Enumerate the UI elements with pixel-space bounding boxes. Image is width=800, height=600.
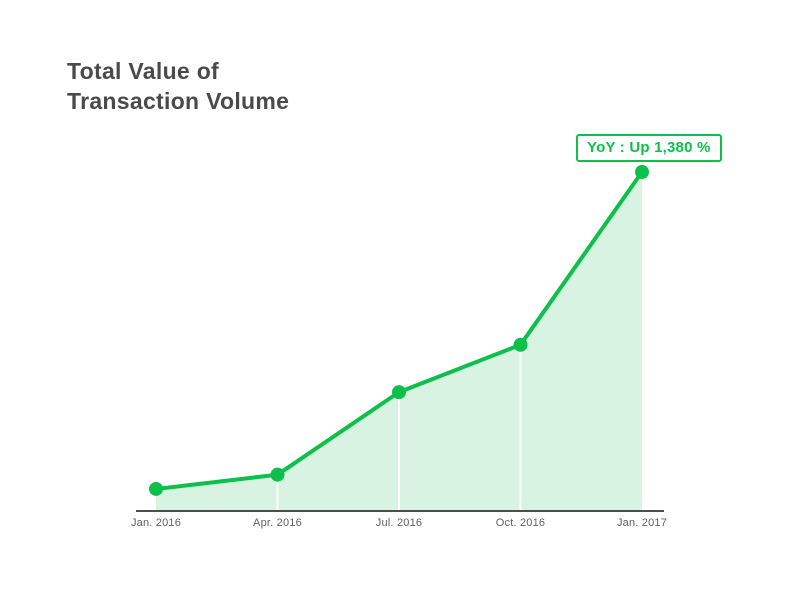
data-point-marker	[392, 385, 406, 400]
data-point-marker	[635, 165, 649, 179]
yoy-badge: YoY : Up 1,380 %	[576, 134, 722, 162]
data-point-marker	[513, 337, 528, 352]
page-title: Total Value of Transaction Volume	[67, 58, 290, 114]
data-point-marker	[270, 467, 285, 482]
data-point-marker	[149, 481, 163, 496]
